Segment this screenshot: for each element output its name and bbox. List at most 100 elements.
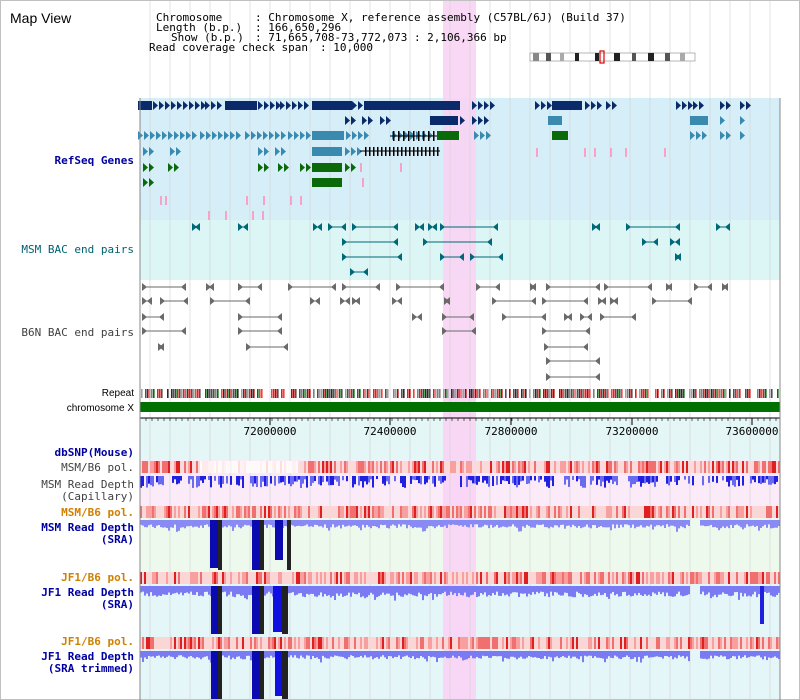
repeat-element bbox=[525, 389, 527, 398]
pol-cell bbox=[610, 506, 612, 518]
depth-bar bbox=[522, 586, 524, 594]
msm-b6-pol-label-1[interactable]: MSM/B6 pol. bbox=[61, 461, 134, 474]
jf1-b6-pol-label-2[interactable]: JF1/B6 pol. bbox=[61, 635, 134, 648]
depth-bar bbox=[508, 520, 510, 527]
repeat-element bbox=[249, 389, 251, 398]
jf1-read-depth-trimmed-track[interactable] bbox=[140, 651, 780, 700]
repeat-element bbox=[771, 389, 773, 398]
chromosome-bar[interactable] bbox=[140, 402, 780, 412]
depth-bar bbox=[644, 586, 646, 595]
gene-exon-tick bbox=[417, 147, 419, 156]
depth-bar bbox=[608, 520, 610, 528]
depth-bar bbox=[284, 520, 286, 527]
pol-cell bbox=[734, 637, 736, 649]
repeat-track-label[interactable]: Repeat bbox=[102, 388, 134, 399]
depth-bar bbox=[364, 651, 366, 656]
depth-bar bbox=[328, 476, 330, 486]
depth-bar bbox=[172, 476, 174, 483]
msm-b6-pol-track-1[interactable] bbox=[140, 461, 780, 473]
repeat-element bbox=[735, 389, 737, 398]
repeat-element bbox=[655, 389, 657, 398]
pol-cell bbox=[322, 461, 324, 473]
depth-bar bbox=[482, 586, 484, 595]
b6n-bac-pair-end bbox=[707, 283, 712, 291]
pol-cell bbox=[566, 506, 568, 518]
depth-bar bbox=[616, 586, 618, 595]
pol-cell bbox=[508, 572, 510, 584]
msm-bac-end-pairs[interactable] bbox=[192, 223, 730, 276]
pol-cell bbox=[522, 506, 524, 518]
gene-arrow bbox=[351, 147, 356, 156]
jf1-b6-pol-track-1[interactable] bbox=[140, 572, 780, 584]
pol-cell bbox=[190, 637, 192, 649]
depth-bar bbox=[570, 651, 572, 659]
depth-bar bbox=[712, 520, 714, 528]
depth-bar bbox=[342, 651, 344, 657]
depth-bar bbox=[144, 520, 146, 528]
depth-bar bbox=[582, 586, 584, 597]
pol-cell bbox=[722, 461, 724, 473]
msm-b6-pol-label-2[interactable]: MSM/B6 pol. bbox=[61, 506, 134, 519]
refseq-genes[interactable] bbox=[138, 101, 751, 220]
depth-bar bbox=[774, 586, 776, 597]
msm-bac-pair-end bbox=[670, 238, 675, 246]
repeat-track[interactable] bbox=[141, 389, 779, 398]
b6n-bac-track-label[interactable]: B6N BAC end pairs bbox=[21, 326, 134, 339]
depth-bar bbox=[346, 520, 348, 527]
gene-arrow bbox=[143, 178, 148, 187]
pol-cell bbox=[506, 637, 508, 649]
msm-bac-track-label[interactable]: MSM BAC end pairs bbox=[21, 243, 134, 256]
depth-bar bbox=[610, 586, 612, 594]
refseq-track-label[interactable]: RefSeq Genes bbox=[55, 154, 134, 167]
pol-cell bbox=[522, 637, 524, 649]
depth-bar bbox=[140, 520, 142, 525]
chromosome-ideogram[interactable] bbox=[529, 50, 696, 64]
depth-bar bbox=[226, 586, 228, 597]
gene-arrow bbox=[746, 101, 751, 110]
depth-bar bbox=[192, 586, 194, 595]
depth-bar bbox=[454, 520, 456, 525]
gene-arrow bbox=[474, 131, 479, 140]
depth-bar bbox=[376, 476, 378, 480]
jf1-b6-pol-track-2[interactable] bbox=[140, 637, 780, 649]
pol-cell bbox=[326, 461, 328, 473]
jf1-b6-pol-label-1[interactable]: JF1/B6 pol. bbox=[61, 571, 134, 584]
depth-bar bbox=[512, 476, 514, 484]
repeat-element bbox=[711, 389, 713, 398]
jf1-depth-sra-label[interactable]: JF1 Read Depth bbox=[41, 586, 134, 599]
depth-bar bbox=[660, 586, 662, 595]
depth-bar bbox=[476, 520, 478, 525]
jf1-read-depth-sra-track[interactable] bbox=[140, 586, 780, 634]
depth-bar bbox=[412, 476, 414, 480]
msm-depth-sra-label[interactable]: MSM Read Depth bbox=[41, 521, 134, 534]
msm-read-depth-sra-track[interactable] bbox=[140, 520, 780, 570]
depth-bar bbox=[352, 476, 354, 488]
msm-depth-capillary-label[interactable]: MSM Read Depth bbox=[41, 478, 134, 491]
gene-arrow bbox=[143, 163, 148, 172]
gene-exon-block bbox=[548, 116, 562, 125]
depth-bar bbox=[340, 651, 342, 657]
depth-bar bbox=[144, 651, 146, 658]
pol-gap bbox=[200, 461, 300, 473]
depth-spike bbox=[760, 586, 764, 624]
pol-cell bbox=[188, 506, 190, 518]
chromosome-track-label[interactable]: chromosome X bbox=[67, 403, 135, 414]
pol-cell bbox=[630, 572, 632, 584]
depth-bar bbox=[358, 586, 360, 593]
repeat-element bbox=[379, 389, 381, 398]
msm-read-depth-capillary-track[interactable] bbox=[140, 476, 778, 488]
repeat-element bbox=[543, 389, 545, 398]
dbsnp-track-label[interactable]: dbSNP(Mouse) bbox=[55, 446, 134, 459]
pol-cell bbox=[688, 637, 690, 649]
depth-bar bbox=[582, 651, 584, 663]
depth-bar bbox=[366, 586, 368, 598]
jf1-depth-trim-label[interactable]: JF1 Read Depth bbox=[41, 650, 134, 663]
depth-bar bbox=[540, 476, 542, 480]
repeat-element bbox=[597, 389, 599, 398]
b6n-bac-end-pairs[interactable] bbox=[142, 283, 728, 381]
depth-bar bbox=[518, 586, 520, 597]
depth-bar bbox=[608, 476, 610, 483]
depth-bar bbox=[722, 520, 724, 527]
msm-b6-pol-track-2[interactable] bbox=[140, 506, 780, 518]
